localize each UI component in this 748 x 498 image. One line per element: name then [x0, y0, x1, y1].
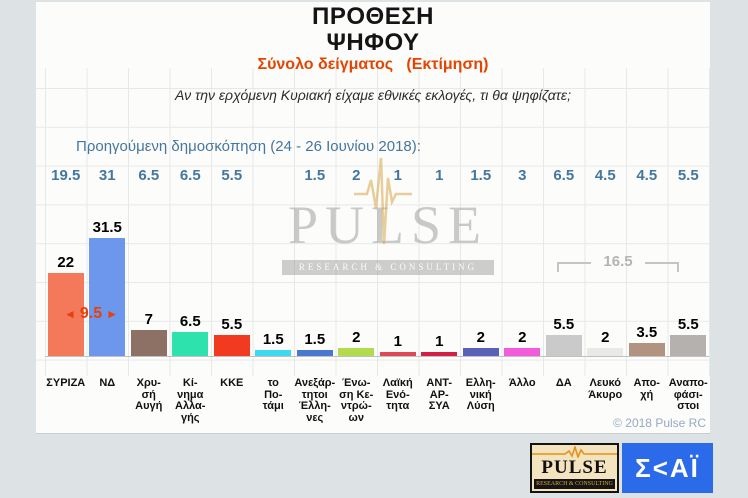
bar — [504, 348, 541, 356]
prev-value-label: 5.5 — [221, 167, 243, 184]
bar — [462, 348, 499, 356]
category-label: ΔΑ — [555, 377, 572, 389]
category-label: Κί-νημα Αλλα-γής — [175, 377, 206, 424]
pulse-logo: PULSE RESEARCH & CONSULTING — [530, 443, 619, 493]
bar — [213, 335, 250, 356]
bar-value-label: 31.5 — [92, 219, 122, 236]
bar-value-label: 1.5 — [304, 331, 326, 348]
category-label: Χρυ-σή Αυγή — [135, 377, 163, 412]
bar — [545, 335, 582, 356]
x-axis-line — [45, 356, 709, 357]
title-line-1: ΠΡΟΘΕΣΗ — [312, 3, 434, 30]
category-label: ΑΝΤ- ΑΡ- ΣΥΑ — [426, 377, 453, 412]
category-label: Λαϊκή Ενό-τητα — [382, 377, 413, 412]
prev-value-label: 31 — [98, 167, 116, 184]
prev-value-label: 1 — [393, 167, 402, 184]
bar-value-label: 2 — [601, 329, 610, 346]
pulse-heartbeat-icon — [532, 446, 617, 458]
copyright-text: © 2018 Pulse RC — [613, 416, 706, 430]
undecided-sum-annotation: 16.5 — [557, 252, 679, 272]
prev-value-label: 6.5 — [179, 167, 201, 184]
prev-value-label — [253, 164, 295, 188]
bar — [89, 238, 126, 356]
prev-value-label: 6.5 — [553, 167, 575, 184]
bar-value-label: 5.5 — [553, 316, 575, 333]
bar-value-label: 6.5 — [179, 313, 201, 330]
bar — [628, 343, 665, 356]
bracket-right-segment — [645, 262, 679, 264]
prev-value-label: 3 — [518, 167, 527, 184]
bar-value-label: 2 — [518, 329, 527, 346]
category-label: ΝΔ — [99, 377, 116, 389]
category-label: Ανεξάρ-τητοι Έλλη-νες — [294, 377, 336, 424]
bar-value-label: 5.5 — [677, 316, 699, 333]
right-arrow-icon: ► — [106, 307, 119, 321]
prev-value-label: 2 — [352, 167, 361, 184]
bracket-right-tick — [677, 262, 679, 272]
chart-subtitle: Σύνολο δείγματος (Εκτίμηση) — [257, 56, 489, 73]
bar — [587, 348, 624, 356]
category-label: Ελλη-νική Λύση — [465, 377, 496, 412]
prev-value-label: 5.5 — [677, 167, 699, 184]
bar-value-label: 2 — [352, 329, 361, 346]
prev-value-label: 6.5 — [138, 167, 160, 184]
category-label: Άλλο — [508, 377, 536, 389]
chart-canvas: ΠΡΟΘΕΣΗ ΨΗΦΟΥ Σύνολο δείγματος (Εκτίμηση… — [36, 2, 710, 434]
prev-value-label: 1.5 — [470, 167, 492, 184]
bar — [670, 335, 707, 356]
survey-question: Αν την ερχόμενη Κυριακή είχαμε εθνικές ε… — [175, 87, 571, 103]
pulse-logo-tagline: RESEARCH & CONSULTING — [534, 479, 615, 489]
bar — [130, 330, 167, 356]
category-label: Λευκό Άκυρο — [588, 377, 623, 401]
prev-value-label: 19.5 — [51, 167, 81, 184]
category-label: το Πο-τάμι — [262, 377, 284, 412]
category-label: Αναπο-φάσι-στοι — [668, 377, 708, 412]
bar-value-label: 7 — [144, 311, 153, 328]
bar-value-label: 1.5 — [262, 331, 284, 348]
page-title: ΠΡΟΘΕΣΗ ΨΗΦΟΥ — [36, 4, 710, 56]
bar — [338, 348, 375, 356]
previous-poll-label: Προηγούμενη δημοσκόπηση (24 - 26 Ιουνίου… — [76, 138, 421, 155]
bar-value-label: 2 — [476, 329, 485, 346]
left-arrow-icon: ◄ — [63, 307, 76, 321]
bar-value-label: 3.5 — [636, 324, 658, 341]
leader-gap-value: 9.5 — [79, 305, 103, 322]
watermark-tagline: RESEARCH & CONSULTING — [282, 260, 494, 275]
category-label: ΣΥΡΙΖΑ — [46, 377, 86, 389]
prev-value-label: 1 — [435, 167, 444, 184]
title-line-2: ΨΗΦΟΥ — [326, 29, 420, 56]
bar-value-label: 1 — [393, 333, 402, 350]
bar-value-label: 1 — [435, 333, 444, 350]
skai-logo: Σ<ΑΪ — [622, 443, 713, 493]
bar-value-label: 5.5 — [221, 316, 243, 333]
prev-value-label: 4.5 — [636, 167, 658, 184]
prev-value-label: 4.5 — [594, 167, 616, 184]
category-label: ΚΚΕ — [220, 377, 244, 389]
prev-value-label: 1.5 — [304, 167, 326, 184]
category-label: Απο-χή — [633, 377, 660, 401]
bar-value-label: 22 — [57, 254, 75, 271]
bar — [172, 332, 209, 356]
pulse-logo-text: PULSE — [541, 457, 608, 478]
category-label: Ένω-ση Κε-ντρώ-ων — [339, 377, 374, 424]
leader-gap-annotation: ◄ 9.5 ► — [56, 305, 126, 323]
